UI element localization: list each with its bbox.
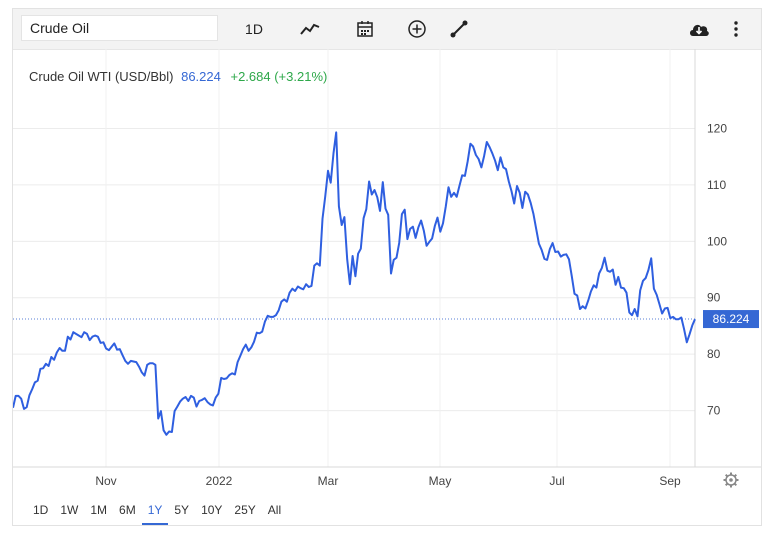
y-tick-label: 110	[707, 178, 726, 192]
cloud-download-icon[interactable]	[685, 15, 713, 43]
chart-toolbar: Crude Oil 1D	[13, 9, 761, 50]
range-button-6m[interactable]: 6M	[119, 503, 136, 517]
price-chart[interactable]: 70 80 90 100 110 120 Nov 2022 Mar May Jul Sep 86.224	[13, 9, 761, 495]
x-tick-label: Mar	[318, 474, 339, 488]
range-button-1y[interactable]: 1Y	[141, 495, 169, 525]
y-tick-label: 90	[707, 291, 721, 305]
x-tick-label: Nov	[95, 474, 116, 488]
range-button-all[interactable]: All	[267, 503, 282, 517]
add-circle-icon[interactable]	[403, 15, 431, 43]
series-legend: Crude Oil WTI (USD/Bbl) 86.224 +2.684 (+…	[29, 69, 327, 84]
range-button-25y[interactable]: 25Y	[234, 503, 256, 517]
calendar-icon[interactable]	[351, 15, 379, 43]
x-tick-label: Sep	[659, 474, 681, 488]
range-button-1w[interactable]: 1W	[60, 503, 79, 517]
symbol-search-input[interactable]: Crude Oil	[21, 15, 218, 41]
interval-button[interactable]: 1D	[245, 21, 263, 37]
range-button-1d[interactable]: 1D	[33, 503, 49, 517]
chart-widget: Crude Oil 1D 70 80 90 100 110 120 Nov 2022 Mar Ma…	[12, 8, 762, 526]
x-tick-label: 2022	[206, 474, 233, 488]
legend-change: +2.684 (+3.21%)	[230, 69, 328, 84]
range-button-5y[interactable]: 5Y	[174, 503, 190, 517]
settings-gear-icon[interactable]	[723, 472, 739, 488]
y-tick-label: 70	[707, 404, 721, 418]
price-tag-label: 86.224	[713, 312, 750, 326]
range-selector: 1D 1W 1M 6M 1Y 5Y 10Y 25Y All	[27, 495, 287, 525]
range-button-10y[interactable]: 10Y	[201, 503, 223, 517]
draw-line-icon[interactable]	[445, 15, 473, 43]
x-tick-label: Jul	[549, 474, 564, 488]
more-vertical-icon[interactable]	[725, 15, 747, 43]
x-tick-label: May	[429, 474, 452, 488]
y-tick-label: 120	[707, 121, 727, 135]
legend-price: 86.224	[181, 69, 221, 84]
price-tag-background	[703, 310, 759, 329]
y-tick-label: 100	[707, 234, 727, 248]
last-price-tag: 86.224	[703, 310, 759, 329]
line-chart-icon[interactable]	[296, 15, 324, 43]
legend-symbol-name: Crude Oil WTI (USD/Bbl)	[29, 69, 174, 84]
range-button-1m[interactable]: 1M	[90, 503, 108, 517]
price-series-line	[13, 131, 696, 436]
y-tick-label: 80	[707, 347, 721, 361]
